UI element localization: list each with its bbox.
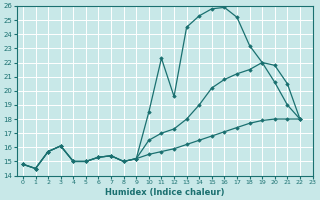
X-axis label: Humidex (Indice chaleur): Humidex (Indice chaleur) bbox=[105, 188, 224, 197]
